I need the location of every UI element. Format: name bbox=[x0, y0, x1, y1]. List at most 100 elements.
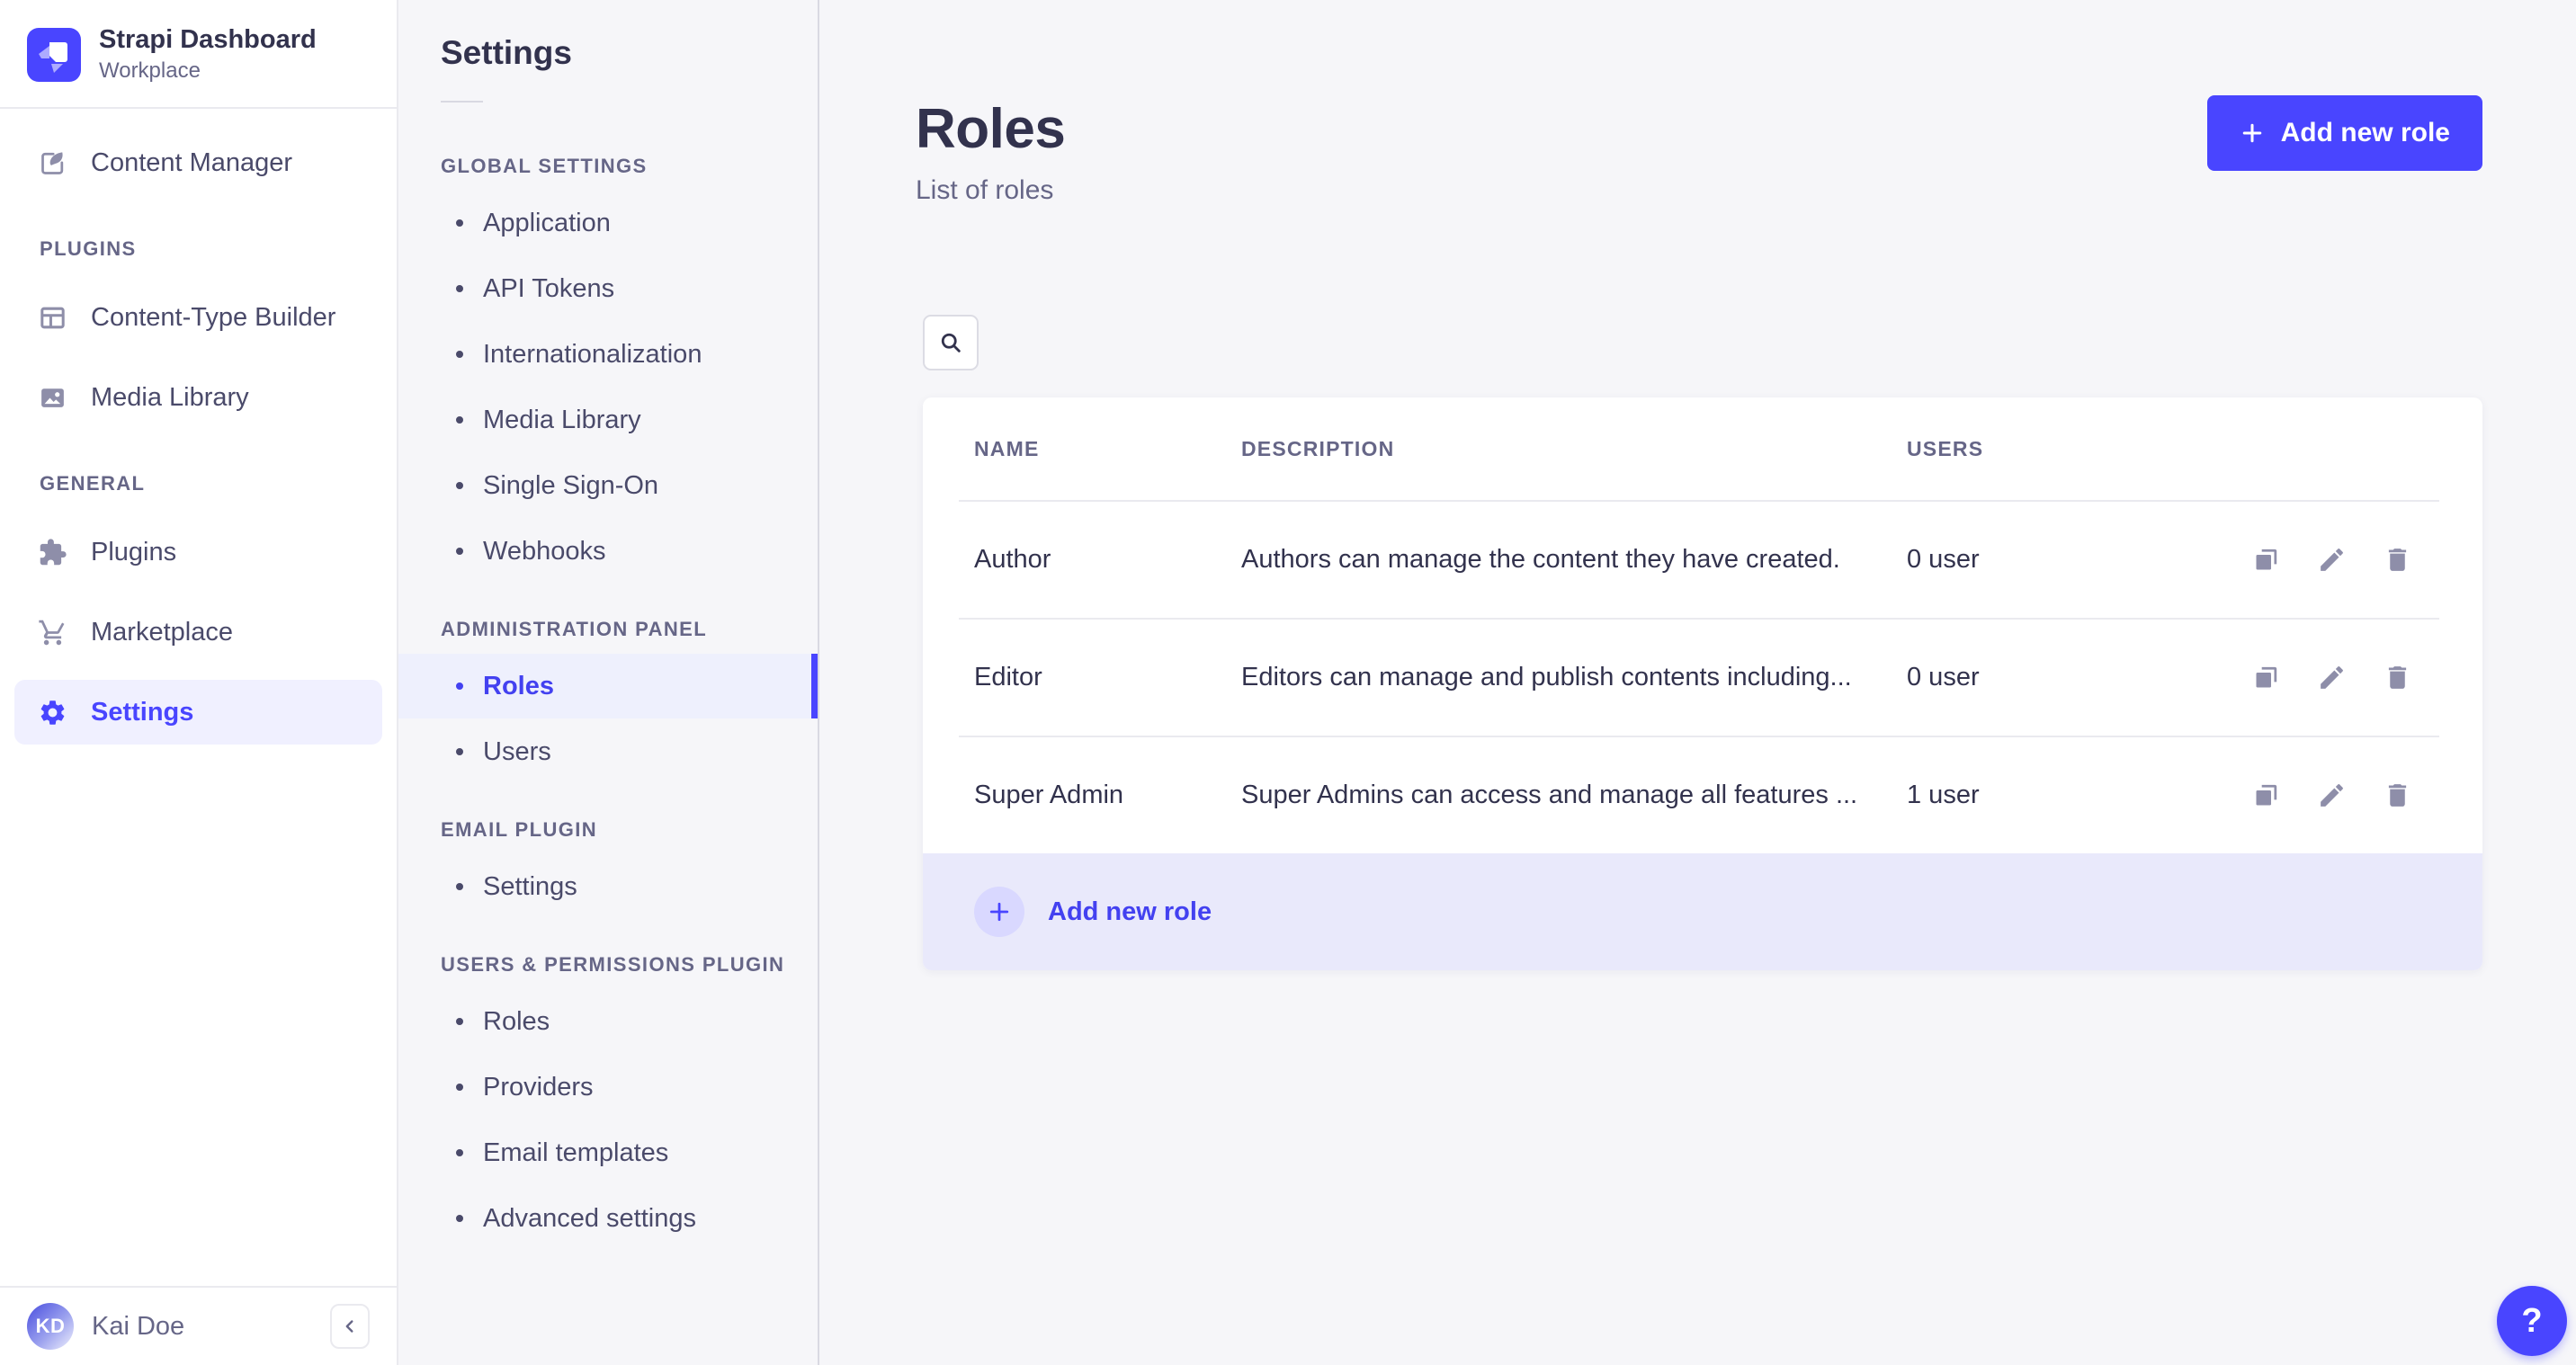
duplicate-icon[interactable] bbox=[2251, 663, 2281, 692]
role-name: Editor bbox=[974, 663, 1042, 691]
workspace-brand[interactable]: Strapi Dashboard Workplace bbox=[0, 0, 397, 107]
search-icon bbox=[938, 330, 963, 355]
table-divider bbox=[959, 736, 2439, 737]
subnav-group-administration-panel: ADMINISTRATION PANEL Roles Users bbox=[398, 618, 818, 784]
gear-icon bbox=[38, 698, 67, 727]
bullet-icon bbox=[456, 1084, 463, 1091]
sidebar-item-label: Marketplace bbox=[91, 617, 233, 647]
table-footer-add-row[interactable]: Add new role bbox=[923, 853, 2482, 970]
sidebar-section-plugins: PLUGINS bbox=[40, 237, 137, 261]
subnav-item-email-settings[interactable]: Settings bbox=[398, 854, 818, 919]
bullet-icon bbox=[456, 748, 463, 755]
workspace-name: Workplace bbox=[99, 58, 201, 84]
page-title: Roles bbox=[916, 98, 1066, 160]
trash-icon[interactable] bbox=[2383, 781, 2412, 810]
sidebar-item-content-manager[interactable]: Content Manager bbox=[14, 130, 382, 195]
table-divider bbox=[959, 500, 2439, 502]
table-row-super-admin[interactable]: Super Admin Super Admins can access and … bbox=[923, 737, 2482, 853]
plus-circle-icon bbox=[974, 887, 1024, 937]
subnav-item-label: Internationalization bbox=[483, 339, 702, 369]
sidebar-item-label: Content Manager bbox=[91, 147, 293, 177]
chevron-left-icon bbox=[340, 1316, 360, 1336]
add-new-role-button[interactable]: Add new role bbox=[2206, 95, 2482, 171]
role-users-count: 1 user bbox=[1907, 781, 1980, 809]
sidebar-item-media-library[interactable]: Media Library bbox=[14, 365, 382, 430]
role-users-count: 0 user bbox=[1907, 663, 1980, 691]
subnav-item-providers[interactable]: Providers bbox=[398, 1055, 818, 1120]
help-button[interactable]: ? bbox=[2497, 1286, 2567, 1356]
subnav-item-label: Providers bbox=[483, 1072, 594, 1102]
subnav-item-single-sign-on[interactable]: Single Sign-On bbox=[398, 453, 818, 518]
role-name: Super Admin bbox=[974, 781, 1124, 809]
picture-icon bbox=[38, 383, 67, 413]
pencil-icon[interactable] bbox=[2317, 781, 2347, 810]
subnav-item-api-tokens[interactable]: API Tokens bbox=[398, 256, 818, 321]
sidebar-section-general: GENERAL bbox=[40, 472, 146, 495]
question-mark-icon: ? bbox=[2521, 1301, 2543, 1340]
plus-icon bbox=[987, 899, 1012, 924]
app-sidebar: Strapi Dashboard Workplace Content Manag… bbox=[0, 0, 398, 1365]
subnav-item-advanced-settings[interactable]: Advanced settings bbox=[398, 1186, 818, 1251]
table-row-editor[interactable]: Editor Editors can manage and publish co… bbox=[923, 620, 2482, 736]
subnav-group-email-plugin: EMAIL PLUGIN Settings bbox=[398, 818, 818, 919]
sidebar-item-label: Content-Type Builder bbox=[91, 302, 336, 332]
subnav-title-divider bbox=[441, 101, 483, 103]
sidebar-item-plugins[interactable]: Plugins bbox=[14, 520, 382, 584]
bullet-icon bbox=[456, 285, 463, 292]
sidebar-footer: KD Kai Doe bbox=[0, 1286, 397, 1365]
search-button[interactable] bbox=[923, 315, 979, 370]
subnav-item-up-roles[interactable]: Roles bbox=[398, 989, 818, 1054]
bullet-icon bbox=[456, 219, 463, 227]
subnav-item-label: Application bbox=[483, 208, 611, 237]
trash-icon[interactable] bbox=[2383, 545, 2412, 575]
duplicate-icon[interactable] bbox=[2251, 545, 2281, 575]
trash-icon[interactable] bbox=[2383, 663, 2412, 692]
table-divider bbox=[959, 618, 2439, 620]
sidebar-item-marketplace[interactable]: Marketplace bbox=[14, 600, 382, 665]
settings-subnav: Settings GLOBAL SETTINGS Application API… bbox=[398, 0, 819, 1365]
subnav-item-label: Advanced settings bbox=[483, 1203, 696, 1233]
shopping-cart-icon bbox=[38, 618, 67, 647]
bullet-icon bbox=[456, 682, 463, 690]
pencil-icon[interactable] bbox=[2317, 663, 2347, 692]
bullet-icon bbox=[456, 1018, 463, 1025]
roles-table-card: NAME DESCRIPTION USERS Author Authors ca… bbox=[923, 397, 2482, 970]
subnav-item-media-library[interactable]: Media Library bbox=[398, 388, 818, 452]
role-name: Author bbox=[974, 545, 1051, 574]
footer-add-new-role-label: Add new role bbox=[1048, 897, 1212, 926]
table-row-author[interactable]: Author Authors can manage the content th… bbox=[923, 502, 2482, 618]
subnav-item-label: API Tokens bbox=[483, 273, 615, 303]
subnav-group-label: GLOBAL SETTINGS bbox=[441, 155, 648, 177]
subnav-item-label: Email templates bbox=[483, 1138, 669, 1167]
sidebar-divider bbox=[0, 107, 397, 110]
subnav-item-email-templates[interactable]: Email templates bbox=[398, 1120, 818, 1185]
pencil-icon[interactable] bbox=[2317, 545, 2347, 575]
subnav-item-label: Webhooks bbox=[483, 536, 606, 566]
sidebar-item-settings[interactable]: Settings bbox=[14, 680, 382, 745]
sidebar-item-content-type-builder[interactable]: Content-Type Builder bbox=[14, 285, 382, 350]
bullet-icon bbox=[456, 416, 463, 424]
bullet-icon bbox=[456, 482, 463, 489]
page-subtitle: List of roles bbox=[916, 175, 1054, 205]
settings-subnav-title: Settings bbox=[441, 34, 572, 71]
subnav-item-internationalization[interactable]: Internationalization bbox=[398, 322, 818, 387]
subnav-item-roles-admin[interactable]: Roles bbox=[398, 654, 818, 718]
app-title: Strapi Dashboard bbox=[99, 25, 317, 54]
subnav-group-global-settings: GLOBAL SETTINGS Application API Tokens I… bbox=[398, 155, 818, 584]
bullet-icon bbox=[456, 548, 463, 555]
role-description: Editors can manage and publish contents … bbox=[1241, 663, 1852, 691]
add-new-role-label: Add new role bbox=[2280, 118, 2450, 147]
role-users-count: 0 user bbox=[1907, 545, 1980, 574]
subnav-item-label: Roles bbox=[483, 671, 554, 700]
subnav-item-application[interactable]: Application bbox=[398, 191, 818, 255]
subnav-item-users-admin[interactable]: Users bbox=[398, 719, 818, 784]
subnav-group-label: EMAIL PLUGIN bbox=[441, 818, 598, 841]
layout-grid-icon bbox=[38, 303, 67, 333]
subnav-item-webhooks[interactable]: Webhooks bbox=[398, 519, 818, 584]
role-description: Super Admins can access and manage all f… bbox=[1241, 781, 1858, 809]
duplicate-icon[interactable] bbox=[2251, 781, 2281, 810]
sidebar-item-label: Media Library bbox=[91, 382, 249, 412]
sidebar-collapse-button[interactable] bbox=[330, 1304, 370, 1349]
avatar[interactable]: KD bbox=[27, 1303, 74, 1350]
column-header-name: NAME bbox=[974, 436, 1040, 460]
